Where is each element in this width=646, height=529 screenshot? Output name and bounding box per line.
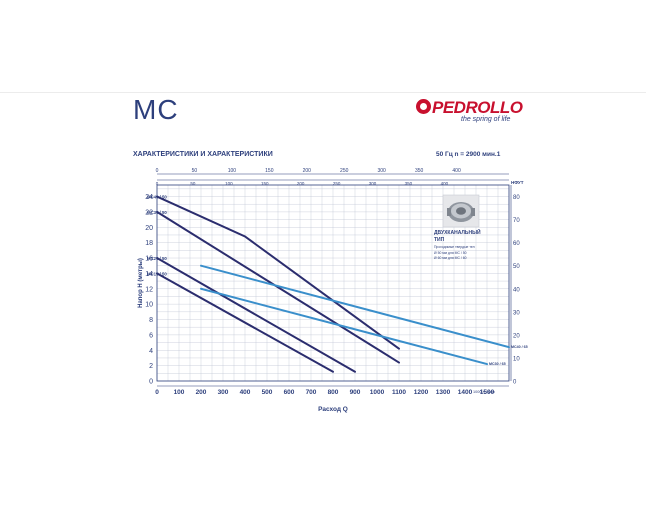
x-tick-label: 700 [306, 389, 317, 396]
y2-tick-label: 20 [513, 333, 520, 339]
x-tick-label: 1400 [458, 389, 473, 396]
inset-line2: Ø 50 мм для МС / 50 [434, 251, 467, 255]
brand-tagline: the spring of life [461, 116, 511, 123]
x-axis-title: Расход Q [318, 406, 348, 413]
series-line-4 [200, 264, 510, 349]
top2-tick-label: 350 [405, 181, 413, 186]
x-tick-label: 0 [155, 389, 159, 396]
series-label: MC40 / 65 [511, 345, 528, 349]
top-tick-label: 400 [452, 168, 461, 174]
x-unit-label: 1000 л / мин [473, 390, 495, 394]
top-tick-label: 250 [340, 168, 349, 174]
x-tick-label: 600 [284, 389, 295, 396]
y2-tick-label: 50 [513, 264, 520, 270]
y2-tick-label: 70 [513, 218, 520, 224]
x-tick-label: 900 [350, 389, 361, 396]
page-title: MC [133, 94, 179, 125]
impeller-inset: ДВУХКАНАЛЬНЫЙ ТИП Проходимые твердые тел… [434, 192, 500, 268]
y2-tick-label: 0 [513, 380, 517, 386]
top-tick-label: 100 [228, 168, 237, 174]
y-tick-label: 18 [145, 240, 153, 247]
series-label: MC30 / 65 [489, 362, 506, 366]
series-line-3 [156, 272, 334, 373]
top2-tick-label: 300 [369, 181, 377, 186]
x-tick-label: 500 [262, 389, 273, 396]
y2-tick-label: 10 [513, 356, 520, 362]
y2-tick-label: 60 [513, 241, 520, 247]
top2-tick-label: 200 [297, 181, 305, 186]
y-tick-label: 10 [145, 302, 153, 309]
y-tick-label: 2 [149, 363, 153, 370]
brand-logo-wordmark: PEDROLLO [432, 98, 523, 117]
top2-tick-label: 400 [441, 181, 449, 186]
top2-tick-label: 0 [156, 181, 159, 186]
x-tick-label: 1500 [480, 389, 495, 396]
x-tick-label: 800 [328, 389, 339, 396]
x-tick-label: 100 [174, 389, 185, 396]
chart-subtitle: ХАРАКТЕРИСТИКИ И ХАРАКТЕРИСТИКИ [133, 151, 273, 158]
x-tick-label: 400 [240, 389, 251, 396]
top2-tick-label: 250 [333, 181, 341, 186]
top2-tick-label: 150 [261, 181, 269, 186]
y-tick-label: 14 [145, 271, 153, 278]
x-tick-label: 200 [196, 389, 207, 396]
inset-title-line1: ДВУХКАНАЛЬНЫЙ [434, 230, 481, 236]
series-label: MC20 / 50 [147, 256, 167, 261]
inset-line1: Проходимые твердые тел [434, 245, 475, 249]
y-tick-label: 4 [149, 348, 153, 355]
y-tick-label: 0 [149, 379, 153, 386]
x-tick-label: 300 [218, 389, 229, 396]
header-divider [0, 92, 646, 93]
inset-line3: Ø 60 мм для МС / 60 [434, 256, 467, 260]
y-tick-label: 8 [149, 317, 153, 324]
inset-title-line2: ТИП [434, 237, 445, 243]
series-line-2 [156, 257, 356, 373]
top-tick-label: 150 [265, 168, 274, 174]
top2-tick-label: 50 [190, 181, 196, 186]
top-tick-label: 300 [378, 168, 387, 174]
x-tick-label: 1100 [392, 389, 406, 396]
series-label: MC15 / 50 [147, 271, 167, 276]
impeller-icon [442, 194, 480, 228]
x-tick-label: 1000 [370, 389, 385, 396]
series-line-1 [156, 210, 400, 364]
y-tick-label: 24 [145, 194, 153, 201]
series-label: MC30 / 50 [147, 210, 167, 215]
series-line-5 [200, 287, 488, 366]
series-line-0 [156, 195, 400, 350]
y2-unit-label: НФУТ [511, 180, 524, 185]
y2-tick-label: 30 [513, 310, 520, 316]
y-tick-label: 16 [145, 256, 153, 263]
x-tick-label: 1200 [414, 389, 429, 396]
y2-tick-label: 80 [513, 195, 520, 201]
top2-tick-label: 100 [225, 181, 233, 186]
y-tick-label: 22 [145, 209, 153, 216]
y-tick-label: 6 [149, 332, 153, 339]
top-tick-label: 200 [303, 168, 312, 174]
y2-tick-label: 40 [513, 287, 520, 293]
top-tick-label: 50 [192, 168, 198, 174]
plot-frame [156, 184, 510, 382]
top-tick-label: 350 [415, 168, 424, 174]
x-tick-label: 1300 [436, 389, 451, 396]
top-tick-label: 0 [156, 168, 159, 174]
inset-title: ДВУХКАНАЛЬНЫЙ ТИП [434, 230, 481, 244]
y-axis-title: Напор H (метры) [138, 258, 144, 308]
y-tick-label: 20 [145, 225, 153, 232]
y-tick-label: 12 [145, 286, 153, 293]
series-label: MC40 / 50 [147, 195, 167, 200]
frequency-label: 50 Гц n = 2900 мин.1 [436, 151, 501, 158]
brand-logo-icon [416, 99, 431, 114]
